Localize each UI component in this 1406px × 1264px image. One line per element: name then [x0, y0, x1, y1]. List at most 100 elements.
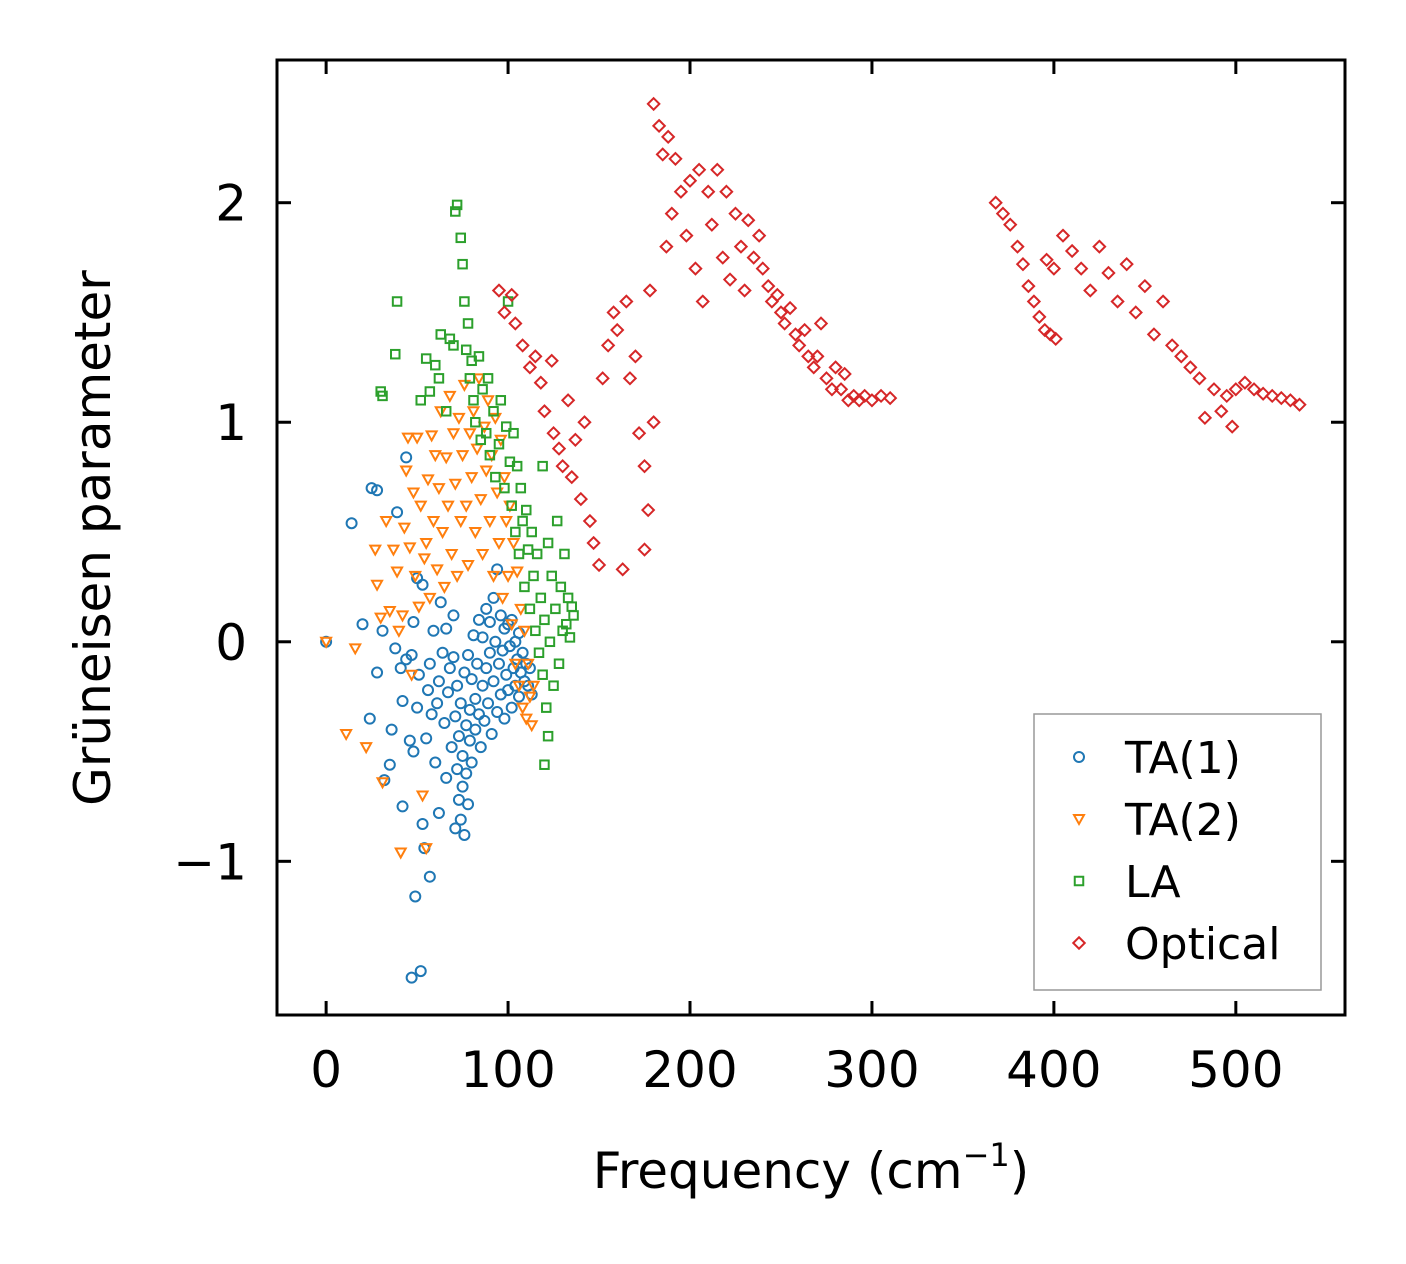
- data-point: [1128, 305, 1143, 320]
- data-point: [437, 581, 452, 594]
- data-point: [1146, 327, 1162, 342]
- data-point: [873, 388, 889, 404]
- data-point: [440, 406, 452, 417]
- data-point: [550, 603, 561, 615]
- legend-marker: [1073, 751, 1085, 763]
- data-point: [374, 612, 388, 625]
- data-point: [801, 349, 816, 364]
- data-point: [637, 458, 652, 474]
- legend-marker: [1071, 935, 1087, 951]
- data-point: [606, 305, 621, 320]
- data-point: [405, 971, 418, 984]
- data-point: [1083, 283, 1098, 298]
- data-point: [495, 592, 510, 605]
- data-point: [528, 570, 539, 582]
- data-point: [548, 680, 559, 691]
- data-point: [1155, 294, 1171, 309]
- data-point: [463, 428, 477, 441]
- data-point: [457, 379, 472, 392]
- data-point: [1228, 382, 1243, 397]
- data-point: [746, 250, 761, 265]
- data-point: [383, 606, 397, 619]
- data-point: [1183, 360, 1198, 375]
- data-point: [651, 118, 667, 134]
- data-point: [421, 474, 435, 487]
- y-axis-title: Grüneisen parameter: [64, 270, 122, 806]
- data-point: [392, 625, 406, 638]
- data-point: [1015, 257, 1031, 272]
- data-point: [456, 749, 469, 762]
- data-point: [524, 603, 536, 615]
- data-point: [542, 537, 554, 549]
- data-point: [487, 675, 500, 688]
- data-point: [568, 432, 583, 447]
- data-point: [441, 500, 455, 513]
- data-point: [416, 578, 429, 591]
- data-point: [469, 723, 482, 736]
- data-point: [551, 441, 567, 456]
- data-point: [512, 690, 525, 703]
- data-point: [1003, 217, 1018, 232]
- data-point: [451, 763, 464, 776]
- data-point: [385, 723, 398, 736]
- data-point: [640, 502, 656, 518]
- data-point: [505, 701, 518, 714]
- data-point: [751, 228, 767, 243]
- data-point: [539, 759, 550, 770]
- data-point: [476, 679, 489, 692]
- data-point: [1026, 294, 1042, 309]
- data-point: [483, 616, 496, 629]
- data-point: [510, 566, 524, 579]
- data-point: [458, 828, 471, 841]
- data-point: [679, 228, 694, 243]
- data-point: [1021, 278, 1036, 294]
- data-point: [562, 592, 574, 604]
- data-point: [463, 703, 476, 716]
- data-point: [521, 504, 532, 516]
- data-point: [1225, 419, 1240, 434]
- data-point: [490, 471, 501, 483]
- data-point: [472, 708, 485, 721]
- data-point: [673, 184, 689, 199]
- data-point: [1283, 393, 1298, 408]
- data-point: [454, 697, 467, 710]
- data-point: [864, 393, 880, 408]
- data-point: [474, 741, 487, 754]
- data-point: [482, 373, 494, 384]
- data-point: [517, 515, 528, 527]
- data-point: [435, 527, 450, 540]
- data-point: [637, 542, 652, 557]
- plot-frame: [275, 58, 1347, 1017]
- data-point: [480, 427, 492, 439]
- data-point: [403, 734, 416, 747]
- data-point: [454, 813, 467, 826]
- data-point: [1265, 388, 1280, 404]
- data-point: [1119, 257, 1134, 272]
- data-point: [472, 373, 486, 386]
- data-point: [1055, 228, 1071, 243]
- data-point: [464, 472, 479, 485]
- data-point: [505, 619, 519, 632]
- data-point: [1101, 265, 1116, 281]
- data-point: [432, 675, 445, 688]
- data-point: [493, 438, 505, 450]
- data-point: [482, 697, 495, 710]
- data-point: [436, 646, 449, 659]
- data-point: [526, 526, 537, 538]
- data-point: [715, 250, 730, 265]
- data-point: [365, 482, 378, 495]
- data-point: [456, 780, 469, 793]
- data-point: [519, 581, 530, 593]
- data-point: [566, 601, 577, 612]
- data-point: [788, 327, 803, 342]
- data-point: [460, 719, 473, 732]
- data-point: [1048, 331, 1063, 346]
- data-point: [500, 421, 512, 432]
- data-point: [460, 344, 472, 356]
- data-point: [414, 965, 427, 978]
- data-point: [442, 686, 455, 699]
- data-point: [519, 713, 533, 726]
- data-point: [1074, 261, 1089, 276]
- data-point: [1246, 382, 1262, 397]
- data-point: [477, 384, 488, 395]
